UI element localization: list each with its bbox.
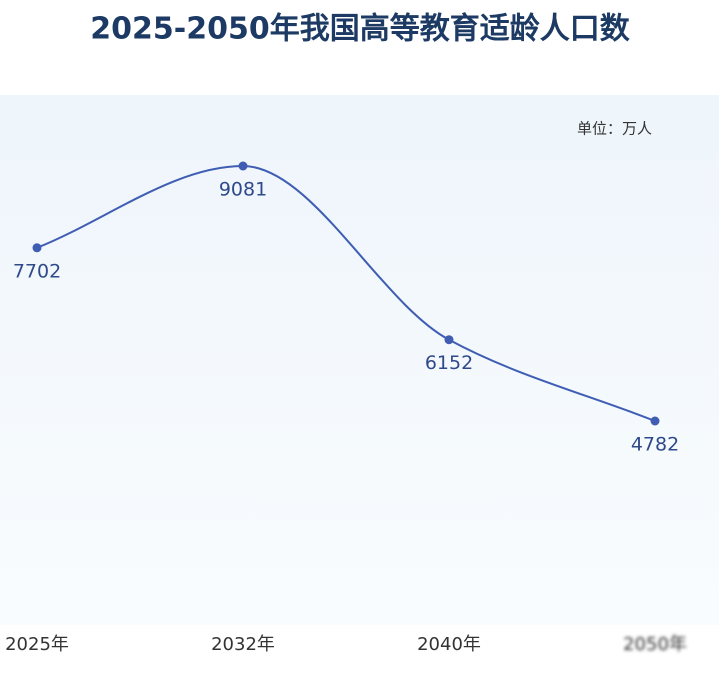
- x-tick-label: 2040年: [417, 634, 481, 655]
- x-tick-label: 2025年: [5, 634, 69, 655]
- data-point: [650, 416, 660, 426]
- data-label: 9081: [219, 179, 267, 201]
- data-point: [32, 243, 42, 253]
- data-label: 6152: [425, 352, 473, 374]
- plot-background: [0, 95, 719, 625]
- x-tick-label: 2032年: [211, 634, 275, 655]
- unit-annotation: 单位：万人: [577, 120, 652, 138]
- data-line: [36, 164, 656, 422]
- data-label: 7702: [13, 260, 61, 282]
- data-point: [238, 161, 248, 171]
- data-point: [444, 335, 454, 345]
- chart-title: 2025-2050年我国高等教育适龄人口数: [90, 12, 630, 47]
- x-tick-label: 2050年: [623, 634, 687, 655]
- data-label: 4782: [631, 434, 679, 456]
